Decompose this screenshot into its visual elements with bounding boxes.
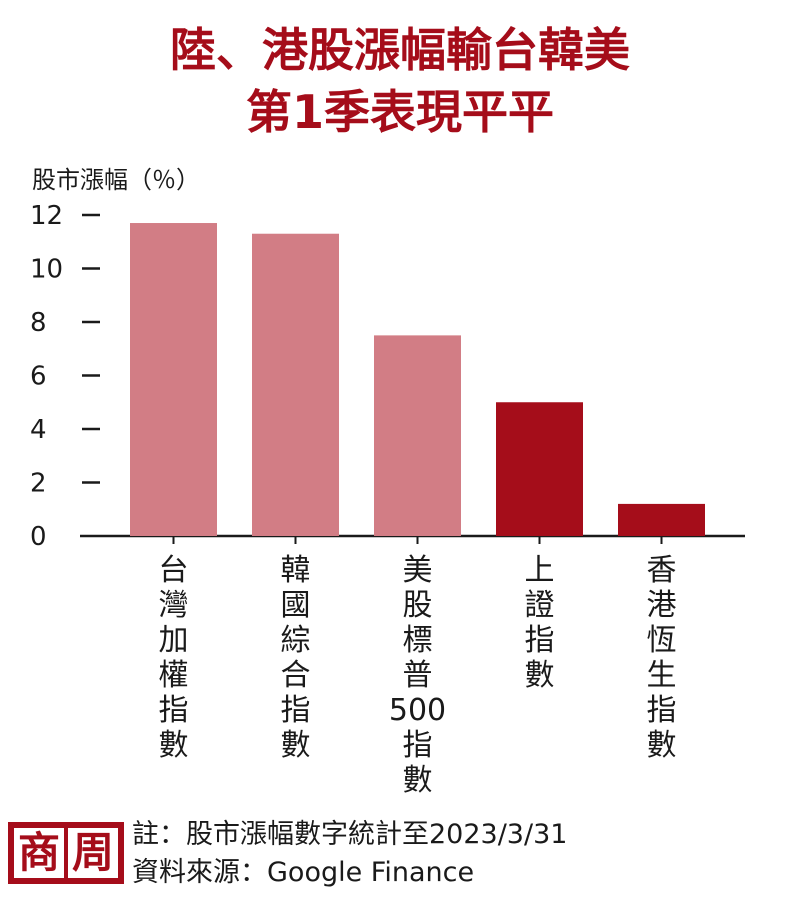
- y-axis-label: 股市漲幅（％）: [32, 166, 200, 194]
- y-tick-label: 6: [30, 362, 47, 392]
- x-tick-label-part: 數: [281, 728, 311, 763]
- x-tick-label-part: 香: [647, 553, 677, 588]
- x-tick-label-part: 普: [403, 658, 433, 693]
- footnote-source: 資料來源：Google Finance: [132, 857, 475, 888]
- x-tick-label-part: 股: [403, 588, 433, 623]
- chart-title-line1: 陸、港股漲幅輸台韓美: [170, 23, 630, 77]
- x-tick-label-part: 指: [403, 728, 433, 763]
- x-tick-label-part: 數: [159, 728, 189, 763]
- x-tick-label: 香港恆生指數: [647, 553, 677, 763]
- x-tick-label-part: 權: [159, 658, 189, 693]
- logo-char-2: 周: [68, 828, 118, 878]
- x-tick-label-part: 500: [389, 693, 446, 728]
- x-tick-label-part: 上: [525, 553, 555, 588]
- x-tick-label-part: 韓: [281, 553, 311, 588]
- x-tick-label: 韓國綜合指數: [281, 553, 311, 763]
- y-tick-label: 8: [30, 308, 47, 338]
- footnote-date: 註：股市漲幅數字統計至2023/3/31: [132, 819, 568, 850]
- x-tick-label-part: 指: [159, 693, 189, 728]
- x-tick-label-part: 指: [525, 623, 555, 658]
- bar: [496, 402, 583, 536]
- x-tick-label-part: 國: [281, 588, 311, 623]
- bar: [252, 233, 339, 536]
- chart-title-line2: 第1季表現平平: [245, 85, 554, 139]
- logo-char-1: 商: [14, 828, 64, 878]
- bar: [618, 503, 705, 536]
- x-tick-label: 台灣加權指數: [159, 553, 189, 763]
- x-tick-label-part: 恆: [647, 623, 677, 658]
- x-tick-label-part: 綜: [281, 623, 311, 658]
- x-tick-label-part: 生: [647, 658, 677, 693]
- x-tick-label-part: 台: [159, 553, 189, 588]
- x-tick-label-part: 數: [403, 763, 433, 798]
- y-tick-label: 12: [30, 201, 63, 231]
- x-tick-label-part: 美: [403, 553, 433, 588]
- x-tick-label-part: 證: [525, 588, 555, 623]
- bar: [130, 223, 217, 536]
- x-tick-label-part: 數: [647, 728, 677, 763]
- x-tick-label-part: 加: [159, 623, 189, 658]
- y-tick-label: 10: [30, 255, 63, 285]
- x-tick-label: 美股標普 500 指數: [389, 553, 446, 798]
- x-tick-label-part: 灣: [159, 588, 189, 623]
- x-tick-label-part: 指: [281, 693, 311, 728]
- x-tick-label-part: 標: [403, 623, 433, 658]
- publisher-logo: 商 周: [8, 822, 124, 884]
- y-tick-label: 4: [30, 415, 47, 445]
- x-tick-label: 上證指數: [525, 553, 555, 693]
- y-tick-label: 2: [30, 469, 47, 499]
- footer: 商 周 註：股市漲幅數字統計至2023/3/31 資料來源：Google Fin…: [0, 814, 800, 894]
- x-tick-label-part: 港: [647, 588, 677, 623]
- bar: [374, 335, 461, 536]
- x-tick-label-part: 指: [647, 693, 677, 728]
- y-tick-label: 0: [30, 522, 47, 552]
- x-tick-label-part: 數: [525, 658, 555, 693]
- x-tick-label-part: 合: [281, 658, 311, 693]
